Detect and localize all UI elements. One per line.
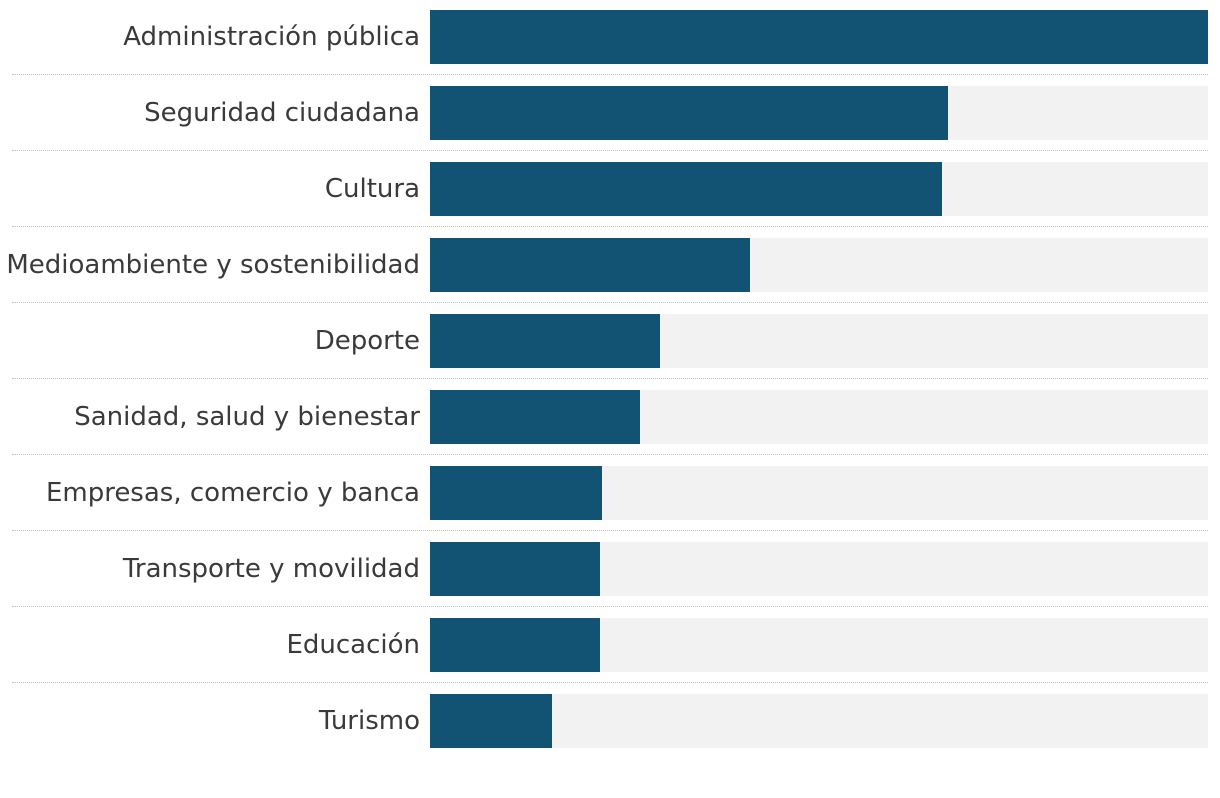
bar bbox=[430, 390, 641, 444]
row-divider bbox=[12, 226, 1208, 227]
bar-row: Deporte bbox=[0, 314, 1220, 390]
bar-row: Transporte y movilidad bbox=[0, 542, 1220, 618]
category-label: Seguridad ciudadana bbox=[144, 98, 420, 128]
bar-track bbox=[430, 390, 1208, 444]
row-divider bbox=[12, 150, 1208, 151]
category-label: Medioambiente y sostenibilidad bbox=[6, 250, 420, 280]
row-divider bbox=[12, 606, 1208, 607]
category-label: Turismo bbox=[318, 706, 420, 736]
bar-row: Turismo bbox=[0, 694, 1220, 770]
bar bbox=[430, 618, 601, 672]
bar-track bbox=[430, 86, 1208, 140]
bar-row: Seguridad ciudadana bbox=[0, 86, 1220, 162]
row-divider bbox=[12, 302, 1208, 303]
category-label: Transporte y movilidad bbox=[122, 554, 420, 584]
category-label: Cultura bbox=[324, 174, 420, 204]
bar bbox=[430, 466, 602, 520]
bar-row: Administración pública bbox=[0, 10, 1220, 86]
bar-row: Cultura bbox=[0, 162, 1220, 238]
bar-track bbox=[430, 162, 1208, 216]
row-divider bbox=[12, 530, 1208, 531]
bar bbox=[430, 162, 942, 216]
bar-row: Empresas, comercio y banca bbox=[0, 466, 1220, 542]
bar-track bbox=[430, 238, 1208, 292]
category-label: Deporte bbox=[314, 326, 420, 356]
bar-row: Educación bbox=[0, 618, 1220, 694]
category-label: Educación bbox=[286, 630, 420, 660]
bar bbox=[430, 238, 750, 292]
bar-track bbox=[430, 10, 1208, 64]
row-divider bbox=[12, 454, 1208, 455]
bar-track bbox=[430, 694, 1208, 748]
category-label: Administración pública bbox=[123, 22, 420, 52]
bar-track bbox=[430, 314, 1208, 368]
bar-track bbox=[430, 542, 1208, 596]
row-divider bbox=[12, 74, 1208, 75]
bar bbox=[430, 86, 949, 140]
bar-row: Sanidad, salud y bienestar bbox=[0, 390, 1220, 466]
category-label: Sanidad, salud y bienestar bbox=[74, 402, 420, 432]
bar bbox=[430, 10, 1208, 64]
bar bbox=[430, 542, 601, 596]
row-divider bbox=[12, 378, 1208, 379]
bar-track bbox=[430, 618, 1208, 672]
bar-row: Medioambiente y sostenibilidad bbox=[0, 238, 1220, 314]
category-label: Empresas, comercio y banca bbox=[45, 478, 420, 508]
bar bbox=[430, 694, 553, 748]
bar bbox=[430, 314, 661, 368]
row-divider bbox=[12, 682, 1208, 683]
bar-track bbox=[430, 466, 1208, 520]
